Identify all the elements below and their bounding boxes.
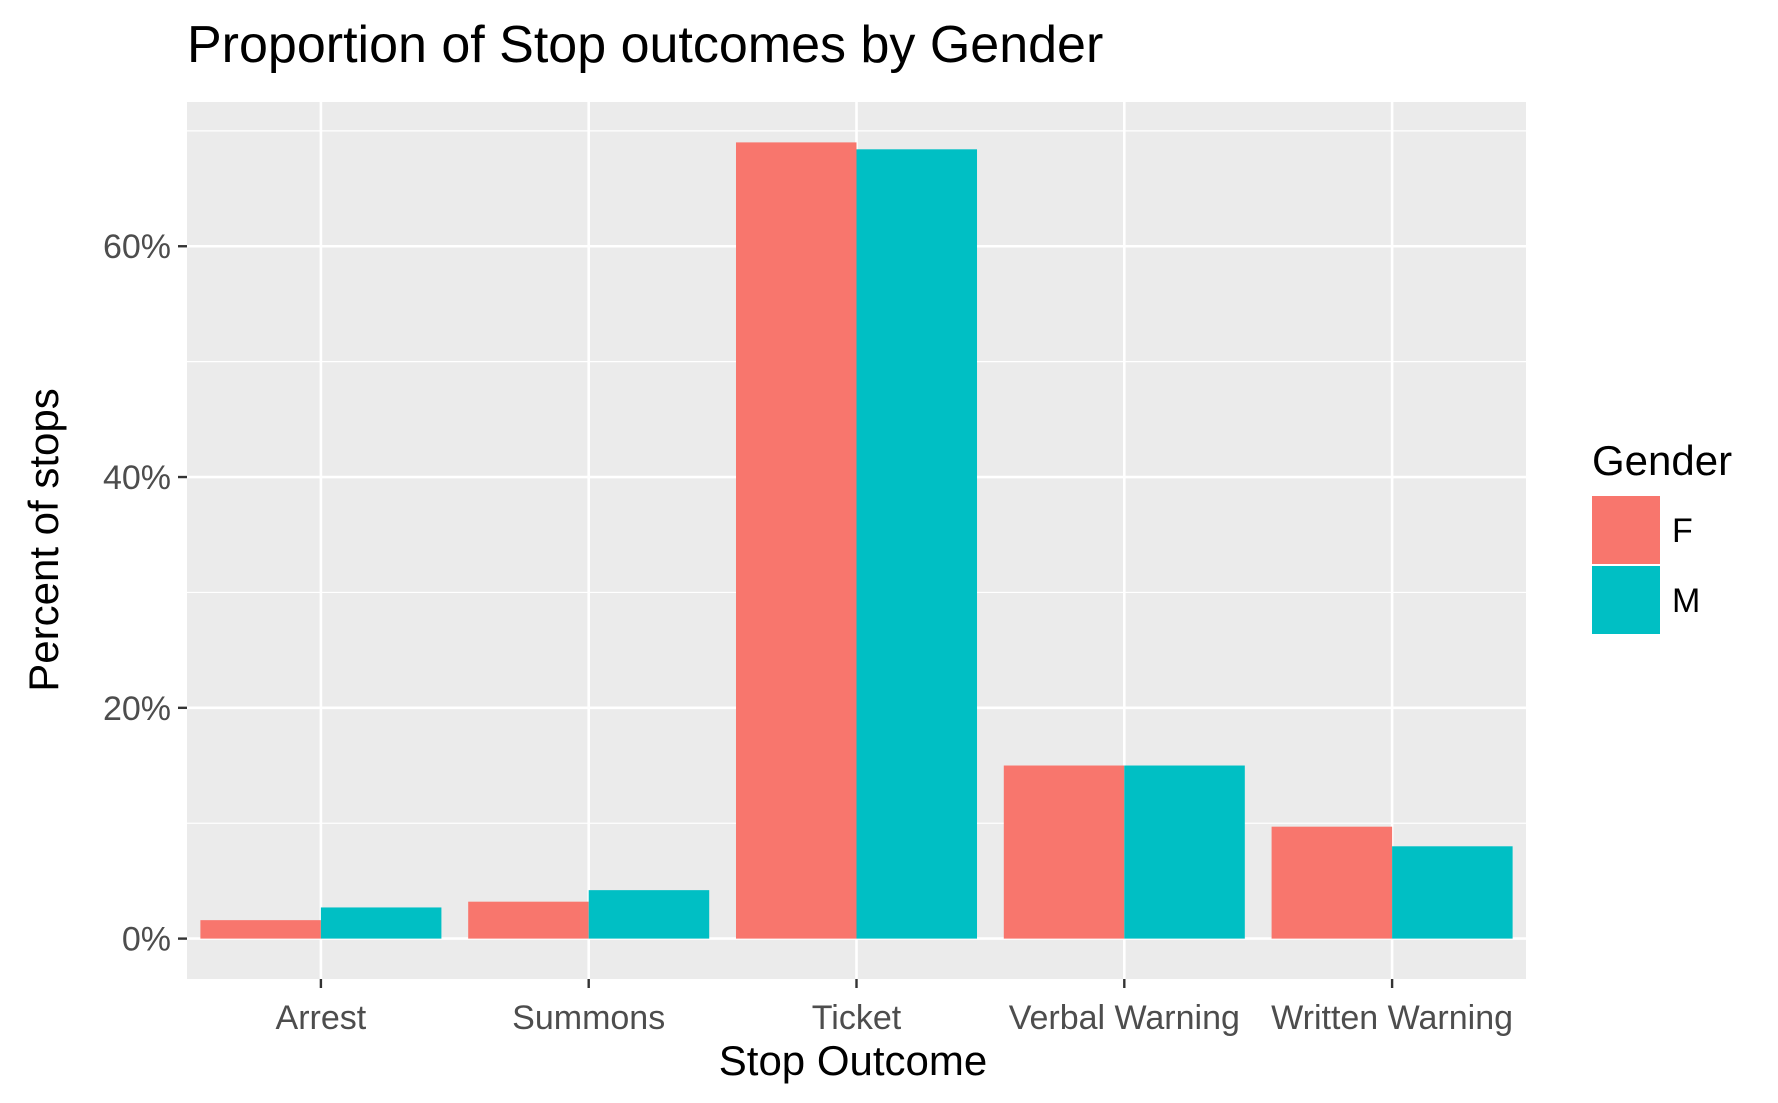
bar-F-written-warning (1271, 826, 1393, 939)
bar-F-summons (468, 901, 589, 939)
bar-M-arrest (320, 907, 442, 939)
x-axis-title: Stop Outcome (719, 1037, 987, 1084)
legend-label-F: F (1672, 512, 1693, 550)
y-tick-label: 40% (103, 459, 171, 497)
legend-swatch-M (1592, 566, 1660, 634)
x-tick-label: Written Warning (1271, 999, 1513, 1037)
bar-F-arrest (200, 920, 321, 939)
legend-title: Gender (1592, 437, 1732, 484)
legend: Gender FM (1592, 437, 1732, 634)
x-tick-label: Summons (512, 999, 665, 1037)
y-tick-label: 60% (103, 228, 171, 266)
y-axis-title: Percent of stops (20, 388, 67, 692)
x-tick-label: Arrest (276, 999, 367, 1037)
bar-M-summons (588, 890, 710, 939)
legend-label-M: M (1672, 582, 1700, 620)
x-tick-label: Verbal Warning (1009, 999, 1240, 1037)
y-tick-label: 0% (122, 921, 171, 959)
bar-M-verbal-warning (1124, 765, 1245, 939)
legend-items: FM (1592, 496, 1700, 634)
axes: 0% 20% 40% 60% Arrest Summons Ticket Verbal War… (103, 228, 1513, 1037)
bar-F-verbal-warning (1003, 765, 1125, 939)
bar-M-written-warning (1392, 846, 1513, 939)
legend-swatch-F (1592, 496, 1660, 564)
bar-F-ticket (735, 142, 857, 939)
bars (200, 142, 1513, 939)
bar-M-ticket (856, 149, 978, 939)
chart-title: Proportion of Stop outcomes by Gender (187, 16, 1103, 74)
x-tick-label: Ticket (812, 999, 902, 1037)
y-tick-label: 20% (103, 690, 171, 728)
